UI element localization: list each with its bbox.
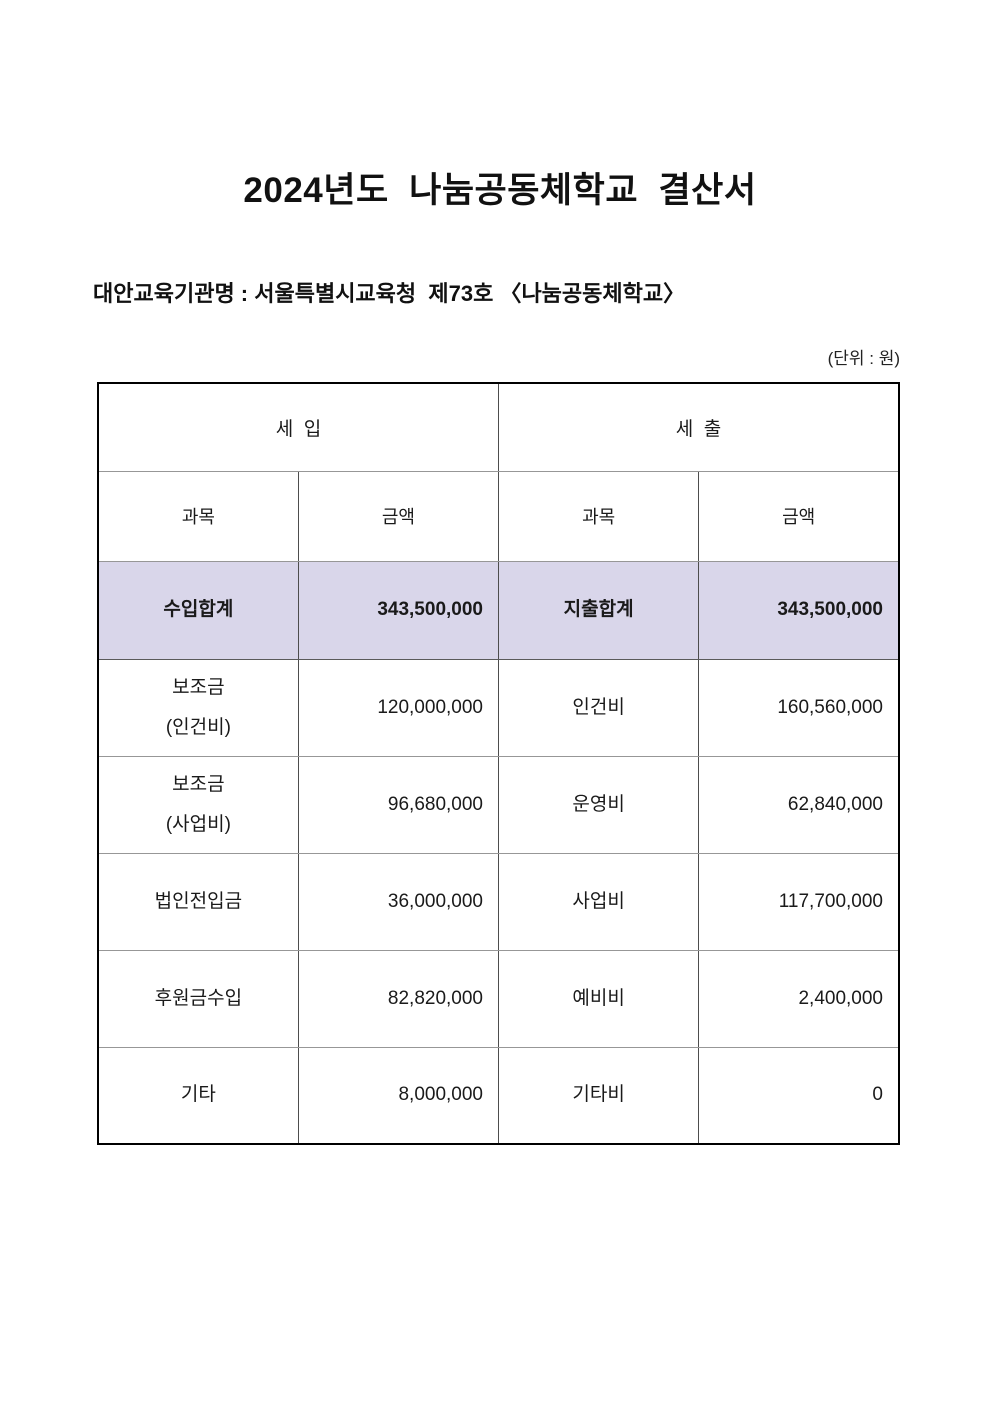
revenue-amount-cell: 8,000,000	[297, 1046, 500, 1145]
table-row: 기타 8,000,000 기타비 0	[97, 1046, 900, 1145]
expense-amount-cell: 160,560,000	[698, 658, 900, 757]
expense-category-cell: 사업비	[497, 852, 700, 951]
revenue-category-cell: 보조금 (인건비)	[97, 658, 299, 757]
revenue-category-header: 과목	[97, 470, 299, 562]
settlement-table: 세 입 세 출 과목 금액 과목 금액 수입합계 343,500,000 지출합…	[97, 382, 900, 1145]
table-group-header-row: 세 입 세 출	[97, 382, 900, 472]
table-row: 보조금 (인건비) 120,000,000 인건비 160,560,000	[97, 658, 900, 757]
expense-category-cell: 예비비	[497, 949, 700, 1048]
table-row: 후원금수입 82,820,000 예비비 2,400,000	[97, 949, 900, 1048]
revenue-total-label: 수입합계	[97, 560, 299, 660]
page-title: 2024년도 나눔공동체학교 결산서	[243, 171, 757, 210]
expense-amount-cell: 62,840,000	[698, 755, 900, 854]
expense-category-cell: 인건비	[497, 658, 700, 757]
revenue-amount-header: 금액	[297, 470, 500, 562]
revenue-amount-cell: 36,000,000	[297, 852, 500, 951]
expense-group-header: 세 출	[498, 382, 900, 472]
expense-amount-cell: 2,400,000	[698, 949, 900, 1048]
expense-amount-cell: 0	[698, 1046, 900, 1145]
revenue-total-amount: 343,500,000	[297, 560, 500, 660]
revenue-category-cell: 보조금 (사업비)	[97, 755, 299, 854]
revenue-amount-cell: 96,680,000	[297, 755, 500, 854]
table-row: 법인전입금 36,000,000 사업비 117,700,000	[97, 852, 900, 951]
expense-category-cell: 기타비	[497, 1046, 700, 1145]
institution-name-line: 대안교육기관명 : 서울특별시교육청 제73호 〈나눔공동체학교〉	[93, 281, 686, 306]
expense-total-amount: 343,500,000	[698, 560, 900, 660]
revenue-amount-cell: 82,820,000	[297, 949, 500, 1048]
table-row: 보조금 (사업비) 96,680,000 운영비 62,840,000	[97, 755, 900, 854]
expense-amount-header: 금액	[698, 470, 900, 562]
table-total-row: 수입합계 343,500,000 지출합계 343,500,000	[97, 560, 900, 660]
revenue-category-cell: 후원금수입	[97, 949, 299, 1048]
expense-total-label: 지출합계	[497, 560, 700, 660]
revenue-group-header: 세 입	[97, 382, 499, 472]
expense-category-header: 과목	[497, 470, 700, 562]
expense-category-cell: 운영비	[497, 755, 700, 854]
table-column-header-row: 과목 금액 과목 금액	[97, 470, 900, 562]
revenue-amount-cell: 120,000,000	[297, 658, 500, 757]
expense-amount-cell: 117,700,000	[698, 852, 900, 951]
unit-note: (단위 : 원)	[827, 349, 900, 368]
revenue-category-cell: 법인전입금	[97, 852, 299, 951]
revenue-category-cell: 기타	[97, 1046, 299, 1145]
